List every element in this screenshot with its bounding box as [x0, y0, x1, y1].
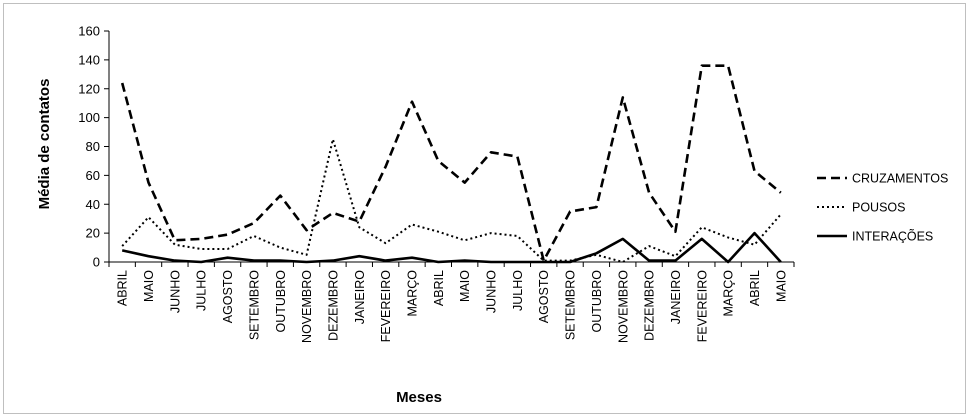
y-tick-label: 100	[78, 110, 100, 125]
x-tick-label: JUNHO	[485, 270, 499, 313]
y-tick-label: 140	[78, 52, 100, 67]
x-tick-label: OUTUBRO	[590, 270, 604, 333]
series-line-2	[122, 233, 781, 262]
line-chart: 0 20 40 60 80 100 120 140 160 ABRIL MAIO JUNHO JULHO…	[4, 4, 967, 415]
y-axis-title: Média de contatos	[36, 79, 53, 210]
x-tick-label: DEZEMBRO	[326, 270, 340, 341]
series-line-1	[122, 139, 781, 262]
y-tick-label: 0	[93, 255, 100, 270]
legend-label-1: POUSOS	[852, 201, 906, 215]
y-tick-label: 120	[78, 81, 100, 96]
y-tick-label: 160	[78, 24, 100, 39]
x-tick-label: NOVEMBRO	[300, 270, 314, 343]
x-tick-label: MARÇO	[405, 270, 419, 317]
x-tick-label: MAIO	[142, 270, 156, 302]
x-tick-label: ABRIL	[116, 270, 130, 306]
legend-label-2: INTERAÇÕES	[852, 229, 933, 244]
x-axis-title: Meses	[396, 389, 442, 406]
x-tick-label: SETEMBRO	[247, 270, 261, 340]
y-tick-label: 20	[86, 226, 100, 241]
x-tick-label: JUNHO	[168, 270, 182, 313]
x-tick-label: MAIO	[458, 270, 472, 302]
chart-frame: 0 20 40 60 80 100 120 140 160 ABRIL MAIO JUNHO JULHO…	[3, 3, 966, 414]
x-tick-label: AGOSTO	[221, 270, 235, 324]
x-tick-label: FEVEREIRO	[695, 270, 709, 343]
x-tick-label: JANEIRO	[669, 270, 683, 324]
y-tick-label: 60	[86, 168, 100, 183]
plot-area	[122, 66, 781, 262]
x-tick-label: SETEMBRO	[564, 270, 578, 340]
legend: CRUZAMENTOS POUSOS INTERAÇÕES	[817, 172, 948, 244]
x-tick-label: MARÇO	[722, 270, 736, 317]
y-tick-label: 80	[86, 139, 100, 154]
x-tick-label: AGOSTO	[537, 270, 551, 324]
series-line-0	[122, 66, 781, 261]
x-tick-label: JULHO	[511, 270, 525, 311]
x-tick-label: MAIO	[774, 270, 788, 302]
x-tick-label: ABRIL	[432, 270, 446, 306]
x-tick-label: NOVEMBRO	[616, 270, 630, 343]
x-tick-label: JULHO	[195, 270, 209, 311]
x-tick-label: DEZEMBRO	[643, 270, 657, 341]
x-tick-label: ABRIL	[748, 270, 762, 306]
x-tick-label: JANEIRO	[353, 270, 367, 324]
x-tick-label: FEVEREIRO	[379, 270, 393, 343]
axes	[104, 31, 794, 267]
x-tick-label: OUTUBRO	[274, 270, 288, 333]
legend-label-0: CRUZAMENTOS	[852, 172, 948, 186]
y-tick-label: 40	[86, 197, 100, 212]
